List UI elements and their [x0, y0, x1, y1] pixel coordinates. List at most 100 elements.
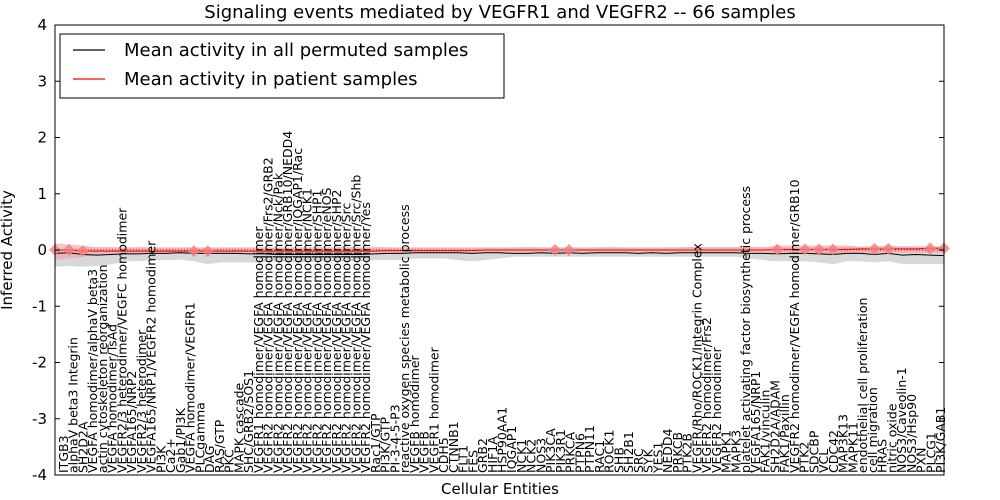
x-tick-label: PI-3-4-5-P3	[387, 404, 402, 473]
x-tick-label: VEGFA homodimer/VEGFR1	[183, 302, 198, 473]
x-tick-label: PI3K/GTP	[378, 417, 393, 473]
x-tick-label: PXN	[914, 448, 929, 473]
x-tick-label: FAK1/Paxillin	[777, 394, 792, 473]
x-tick-label: reactive oxygen species metabolic proces…	[397, 204, 412, 473]
x-tick-label: VEGFR1 homodimer	[426, 346, 441, 473]
x-tick-label: MAPK1	[719, 430, 734, 473]
y-tick-label: -2	[32, 354, 47, 372]
x-tick-label: CDH5	[436, 437, 451, 473]
patient-marker	[201, 245, 214, 258]
x-tick-label: NOS3	[534, 438, 549, 473]
x-tick-label: nitric oxide	[884, 403, 899, 473]
x-tick-label: VEGFR2/3 heterodimer/VEGFC homodimer	[115, 207, 130, 473]
x-tick-label: NEDD4	[660, 429, 675, 473]
x-tick-label: ITGB3	[56, 435, 71, 473]
x-tick-label: MAPK cascade	[231, 382, 246, 473]
x-tick-label: VEGFR2 homodimer/VEGFA homodimer/Yes	[358, 202, 373, 473]
y-tick-label: -1	[32, 297, 47, 315]
x-tick-label: RAS/GTP	[212, 419, 227, 473]
x-tick-label: YES1	[650, 442, 665, 474]
permuted-mean-line	[54, 252, 945, 257]
x-tick-label: FAK1/vinculin	[758, 390, 773, 473]
x-tick-label: PTK2	[797, 442, 812, 473]
x-tick-label: PRKCA	[563, 432, 578, 473]
x-tick-label: VCL	[816, 449, 831, 473]
x-axis-label: Cellular Entities	[441, 480, 559, 498]
x-tick-label: Gab1/PI3K	[173, 407, 188, 473]
x-tick-label: PIK3CA	[543, 428, 558, 473]
x-tick-label: HSP90AA1	[495, 407, 510, 473]
patient-marker	[771, 243, 784, 256]
x-tick-label: Rac1/GTP	[368, 413, 383, 473]
x-tick-label: VEGFB	[417, 431, 432, 473]
y-tick-label: 4	[37, 16, 47, 34]
chart-title: Signaling events mediated by VEGFR1 and …	[204, 2, 795, 23]
x-tick-label: VEGFA homodimer/alphaV beta3	[85, 269, 100, 473]
x-tick-label: VEGFR2 homodimer/VEGFA homodimer/IQGAP1/…	[290, 148, 305, 473]
x-tick-label: MAPK3	[728, 430, 743, 473]
x-tick-label: SHB	[611, 447, 626, 473]
x-tick-label: PLCG1	[923, 432, 938, 473]
x-tick-label: MAPK11	[845, 422, 860, 473]
patient-marker	[549, 244, 562, 256]
x-tick-label: NCK1	[514, 439, 529, 473]
x-tick-label: VEGFR2 homodimer/VEGFA homodimer/GRB10	[787, 179, 802, 473]
y-tick-label: 3	[37, 72, 47, 90]
patient-marker	[799, 243, 812, 256]
x-tick-label: Ca2+	[163, 438, 178, 473]
x-tick-label: ROCK1	[602, 430, 617, 473]
x-tick-label: HIF1A	[485, 436, 500, 473]
x-tick-label: endothelial cell proliferation	[855, 298, 870, 473]
patient-marker	[76, 245, 89, 258]
x-tick-label: VEGFA165/NRP1/VEGFR2 homodimer	[144, 240, 159, 473]
x-tick-label: CTNNB1	[446, 421, 461, 473]
legend-label: Mean activity in patient samples	[124, 69, 418, 90]
patient-marker	[924, 242, 937, 255]
x-tick-label: DAG	[202, 446, 217, 473]
y-tick-label: 0	[37, 241, 47, 259]
x-tick-label: PI3K	[153, 445, 168, 473]
patient-marker	[868, 242, 881, 255]
x-tick-label: alphaV beta3 Integrin	[66, 337, 81, 473]
x-tick-label: VEGFA165/NRP1	[748, 371, 763, 473]
x-tick-label: SDCBP	[806, 430, 821, 473]
y-tick-label: 2	[37, 129, 47, 147]
x-tick-label: VEGFR2 homodimer/Frs2	[699, 317, 714, 473]
patient-band	[55, 243, 944, 261]
patient-marker	[812, 243, 825, 256]
x-tick-label: PKC	[222, 449, 237, 473]
patient-marker	[826, 243, 839, 256]
x-tick-label: RAC1	[592, 440, 607, 473]
x-tick-label: VEGFR2 homodimer/VEGFA homodimer/Frs2/GR…	[261, 157, 276, 473]
x-tick-label: IQGAP1	[504, 426, 519, 473]
y-tick-label: 1	[37, 185, 47, 203]
x-tick-label: FLT1	[456, 445, 471, 473]
x-tick-label: SHC/GRB2/SOS1	[241, 370, 256, 473]
x-tick-label: VEGFR2 homodimer/VEGFA homodimer/Src	[339, 203, 354, 473]
x-tick-label: VEGFR2 homodimer/VEGFA homodimer/eNOS	[319, 187, 334, 473]
x-tick-label: VEGFR2/3 heterodimer	[134, 329, 149, 473]
y-tick-label: -4	[32, 466, 47, 484]
x-tick-label: SH2D2A/ADAM	[767, 380, 782, 473]
y-axis: -4 -3 -2 -1 0 1 2 3 4	[32, 16, 944, 484]
x-tick-label: VEGFR2 homodimer/VEGFA homodimer/GRB10/N…	[280, 131, 295, 473]
x-tick-label: NOS3/Caveolin-1	[894, 367, 909, 473]
legend: Mean activity in all permuted samples Mea…	[59, 33, 505, 99]
x-tick-label: VEGFR1 homodimer/VEGFA homodimer	[251, 226, 266, 473]
legend-box	[59, 33, 505, 99]
patient-marker	[187, 245, 200, 258]
x-tick-label: GRB2	[475, 438, 490, 473]
x-tick-label: MAP3K13	[836, 414, 851, 473]
x-tick-label: actin cytoskeleton reorganization	[95, 264, 110, 473]
x-tick-label: PI3K/GAB1	[933, 407, 948, 473]
x-tick-label: PTPN6	[573, 433, 588, 473]
x-tick-label: PTK2B	[680, 433, 695, 473]
x-tick-label: SH2B1	[621, 431, 636, 473]
x-tick-label: VEGFB homodimer	[407, 354, 422, 473]
x-tick-label: NCK2	[524, 439, 539, 473]
x-tick-label: VEGFR2 homodimer/VEGFA homodimer/NCK1	[300, 188, 315, 473]
x-tick-label: SH2D2A	[76, 421, 91, 473]
x-tick-label: FES	[465, 450, 480, 473]
